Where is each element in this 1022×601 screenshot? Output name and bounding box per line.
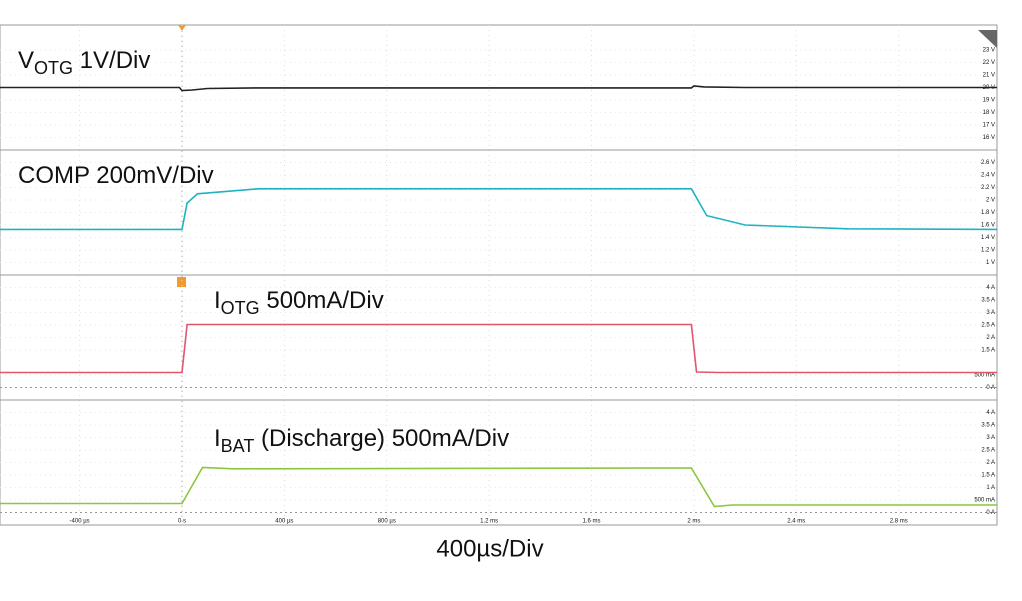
x-tick-label: 2.8 ms: [890, 519, 908, 525]
x-tick-label: 800 µs: [378, 519, 396, 525]
x-tick-label: 2.4 ms: [787, 519, 805, 525]
y-tick-label: 1.5 A: [981, 473, 995, 479]
y-tick-label: 1 A: [986, 485, 995, 491]
panel-title: COMP 200mV/Div: [18, 162, 214, 189]
y-tick-label: 1.5 A: [981, 348, 995, 354]
panel-title: IBAT (Discharge) 500mA/Div: [214, 425, 509, 455]
y-tick-label: 2 A: [986, 335, 995, 341]
title-rest: 500mA/Div: [260, 287, 384, 314]
y-tick-label: 1.4 V: [981, 235, 995, 241]
trace: [0, 85, 997, 92]
panel-title: VOTG 1V/Div: [18, 47, 150, 77]
title-subscript: OTG: [221, 298, 260, 318]
corner-icon: [978, 30, 997, 48]
panel-title: IOTG 500mA/Div: [214, 287, 384, 317]
y-tick-label: 2.2 V: [981, 185, 995, 191]
y-tick-label: 4 A: [986, 410, 995, 416]
y-tick-label: 18 V: [983, 110, 995, 116]
y-tick-label: 3 A: [986, 435, 995, 441]
y-tick-label: 21 V: [983, 73, 995, 79]
x-axis-label: 400µs/Div: [436, 535, 543, 562]
y-tick-label: 0 A: [986, 385, 995, 391]
y-tick-label: 4 A: [986, 285, 995, 291]
title-main: I: [214, 287, 221, 314]
y-tick-label: 2 A: [986, 460, 995, 466]
y-tick-label: 16 V: [983, 135, 995, 141]
y-tick-label: 1.2 V: [981, 248, 995, 254]
y-tick-label: 22 V: [983, 60, 995, 66]
y-tick-label: 2.5 A: [981, 323, 995, 329]
y-tick-label: 17 V: [983, 123, 995, 129]
trace: [0, 466, 997, 508]
y-tick-label: 2.5 A: [981, 448, 995, 454]
title-main: V: [18, 47, 34, 74]
y-tick-label: 500 mA: [974, 373, 995, 379]
x-tick-label: 0 s: [178, 519, 186, 525]
y-tick-label: 500 mA: [974, 498, 995, 504]
trace: [0, 188, 998, 231]
x-tick-label: 1.2 ms: [480, 519, 498, 525]
title-rest: (Discharge) 500mA/Div: [254, 425, 509, 452]
y-tick-label: 3.5 A: [981, 298, 995, 304]
y-tick-label: 2.6 V: [981, 160, 995, 166]
title-main: COMP 200mV/Div: [18, 162, 214, 189]
y-tick-label: 2 V: [986, 198, 995, 204]
y-tick-label: 1.8 V: [981, 210, 995, 216]
title-rest: 1V/Div: [73, 47, 150, 74]
y-tick-label: 3 A: [986, 310, 995, 316]
title-subscript: OTG: [34, 58, 73, 78]
trigger-marker: [178, 25, 186, 31]
y-tick-label: 3.5 A: [981, 423, 995, 429]
y-tick-label: 23 V: [983, 48, 995, 54]
x-tick-label: 400 µs: [275, 519, 293, 525]
title-subscript: BAT: [221, 436, 255, 456]
y-tick-label: 19 V: [983, 98, 995, 104]
trigger-t-marker: [177, 277, 186, 287]
y-tick-label: 1 V: [986, 260, 995, 266]
x-tick-label: -400 µs: [70, 519, 90, 525]
y-tick-label: 2.4 V: [981, 173, 995, 179]
title-main: I: [214, 425, 221, 452]
y-tick-label: 1.6 V: [981, 223, 995, 229]
trace: [0, 323, 997, 374]
x-tick-label: 1.6 ms: [583, 519, 601, 525]
y-tick-label: 0 A: [986, 510, 995, 516]
x-tick-label: 2 ms: [687, 519, 700, 525]
